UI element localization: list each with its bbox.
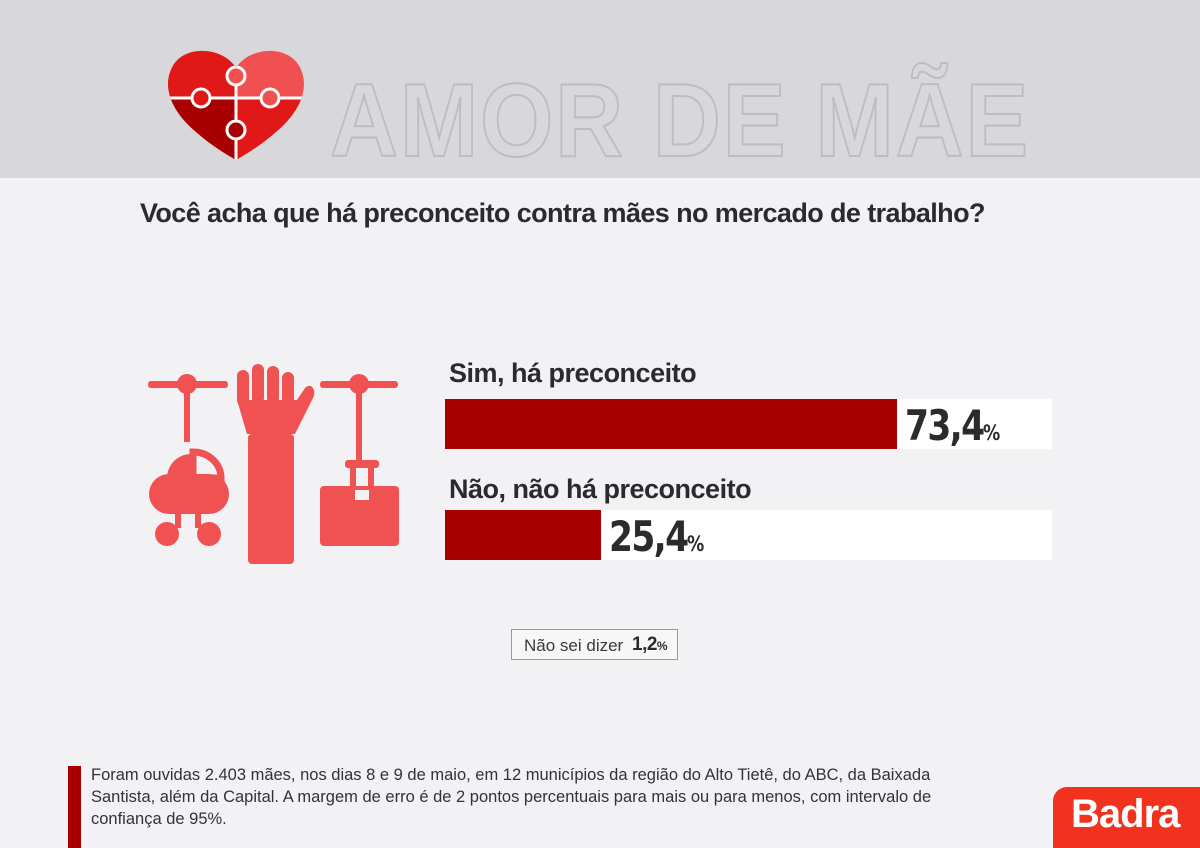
bar-label-nao: Não, não há preconceito	[449, 474, 752, 504]
bar-track-nao: 25,4%	[445, 510, 1052, 561]
page-title: AMOR DE MÃE	[330, 62, 1030, 170]
mother-work-illustration	[148, 364, 399, 564]
briefcase-icon	[320, 460, 399, 546]
dont-know-number: 1,2	[632, 634, 657, 655]
dont-know-unit: %	[656, 639, 668, 653]
methodology-footnote: Foram ouvidas 2.403 mães, nos dias 8 e 9…	[91, 766, 932, 828]
bar-value-unit-sim: %	[982, 421, 1000, 445]
bar-sim	[445, 399, 897, 449]
bar-nao	[445, 510, 601, 560]
bar-label-sim: Sim, há preconceito	[449, 358, 697, 388]
bar-value-nao: 25,4%	[609, 510, 708, 561]
bar-value-sim: 73,4%	[905, 399, 1004, 450]
survey-question: Você acha que há preconceito contra mães…	[140, 198, 985, 228]
raised-hand-icon	[237, 364, 315, 564]
bar-value-number-nao: 25,4	[609, 512, 689, 561]
bar-track-sim: 73,4%	[445, 399, 1052, 450]
footnote-accent	[68, 766, 81, 848]
header-band: AMOR DE MÃE	[0, 0, 1200, 178]
brand-logo: Badra	[1053, 787, 1200, 848]
dont-know-label: Não sei dizer	[524, 636, 624, 655]
dont-know-box: Não sei dizer 1,2%	[511, 629, 678, 660]
dont-know-value: 1,2%	[632, 634, 668, 656]
heart-puzzle-icon	[168, 50, 304, 161]
header-title: AMOR DE MÃE	[330, 63, 1030, 170]
bar-value-number-sim: 73,4	[905, 401, 985, 450]
baby-stroller-icon	[149, 448, 229, 546]
bar-value-unit-nao: %	[686, 532, 704, 556]
brand-name: Badra	[1071, 792, 1180, 836]
